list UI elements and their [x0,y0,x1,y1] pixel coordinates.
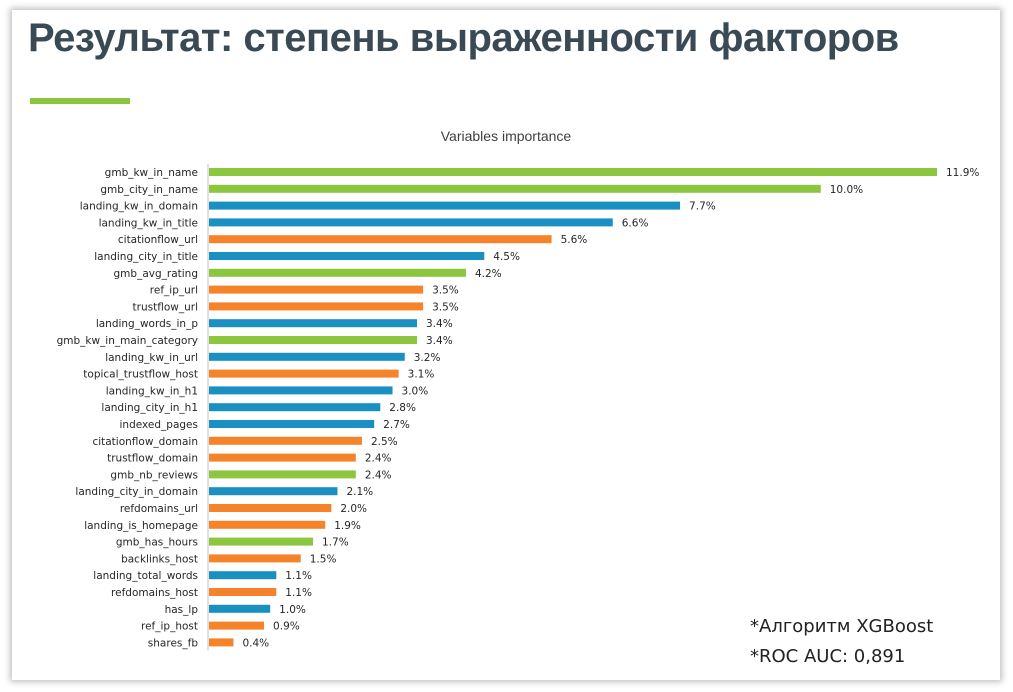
bar-ref-ip-host [209,621,265,630]
bar-refdomains-host [209,588,277,596]
value-label: 2.7% [383,419,410,431]
category-label: landing_kw_in_url [105,352,198,364]
value-label: 1.0% [279,604,306,616]
value-label: 1.1% [285,570,312,582]
value-label: 10.0% [830,184,863,196]
value-label: 6.6% [622,217,649,229]
bar-shares-fb [209,638,234,647]
bar-landing-kw-in-domain [209,201,681,210]
value-label: 2.1% [346,486,373,498]
bar-backlinks-host [209,554,301,563]
value-label: 3.5% [432,301,459,313]
bar-topical-trustflow-host [209,369,399,378]
bar-landing-kw-in-title [209,218,613,227]
category-label: trustflow_domain [107,453,198,465]
value-label: 3.4% [426,335,453,347]
value-label: 1.9% [334,520,361,532]
category-label: landing_kw_in_domain [80,201,198,213]
category-label: gmb_kw_in_main_category [57,335,198,347]
bar-trustflow-url [209,302,424,311]
category-label: refdomains_host [111,587,198,599]
value-label: 1.7% [322,537,349,549]
value-label: 0.4% [242,637,269,649]
value-label: 2.5% [371,436,398,448]
bar-gmb-avg-rating [209,268,466,277]
category-label: ref_ip_host [141,621,198,633]
value-label: 0.9% [273,621,300,633]
slide: Результат: степень выраженности факторов… [12,10,1000,680]
category-label: backlinks_host [121,553,198,565]
bar-landing-is-homepage [209,520,326,529]
bar-gmb-has-hours [209,537,313,546]
value-label: 3.4% [426,318,453,330]
category-label: indexed_pages [120,419,198,431]
importance-bar-chart: gmb_kw_in_name 11.9% gmb_city_in_name 10.0%… [57,164,979,651]
bar-landing-words-in-p [209,319,417,328]
bar-landing-kw-in-url [209,352,405,361]
category-label: trustflow_url [133,301,198,313]
bar-citationflow-domain [209,436,362,445]
category-label: landing_city_in_h1 [101,402,198,414]
category-label: landing_kw_in_title [99,217,198,229]
value-label: 2.0% [340,503,367,515]
category-label: landing_words_in_p [96,318,199,330]
chart-title: Variables importance [440,128,572,144]
category-label: gmb_avg_rating [114,268,198,280]
value-label: 3.5% [432,285,459,297]
category-label: landing_kw_in_h1 [106,385,198,397]
value-label: 4.2% [475,268,502,280]
value-label: 7.7% [689,201,716,213]
bar-landing-city-in-title [209,252,485,260]
value-label: 2.4% [365,453,392,465]
category-label: refdomains_url [120,503,198,515]
value-label: 4.5% [493,251,520,263]
category-label: gmb_nb_reviews [110,469,198,481]
category-label: ref_ip_url [150,285,198,297]
category-label: shares_fb [148,637,199,649]
value-label: 3.1% [408,369,435,381]
category-label: citationflow_url [118,234,198,246]
bar-gmb-kw-in-main-category [209,336,417,344]
bar-ref-ip-url [209,285,424,294]
roc-auc-note: *ROC AUC: 0,891 [750,646,906,667]
category-label: landing_city_in_title [94,251,198,263]
value-label: 2.8% [389,402,416,414]
algorithm-note: *Алгоритм XGBoost [750,616,934,637]
bar-citationflow-url [209,235,552,244]
value-label: 5.6% [561,234,588,246]
category-label: topical_trustflow_host [83,369,198,381]
bar-landing-total-words [209,571,277,580]
category-label: gmb_kw_in_name [105,167,198,179]
category-label: landing_total_words [93,570,198,582]
bar-landing-city-in-h1 [209,403,381,412]
bar-landing-city-in-domain [209,487,338,496]
category-label: landing_city_in_domain [75,486,198,498]
bar-has-lp [209,604,271,613]
value-label: 3.2% [414,352,441,364]
slide-title: Результат: степень выраженности факторов [28,16,899,60]
category-label: gmb_city_in_name [100,184,198,196]
value-label: 1.5% [310,553,337,565]
value-label: 3.0% [402,385,429,397]
bar-gmb-kw-in-name [209,168,937,176]
bar-refdomains-url [209,504,332,512]
bar-trustflow-domain [209,453,356,462]
category-label: citationflow_domain [92,436,198,448]
bar-gmb-city-in-name [209,184,821,193]
value-label: 2.4% [365,469,392,481]
bar-landing-kw-in-h1 [209,386,393,395]
value-label: 11.9% [946,167,979,179]
bar-gmb-nb-reviews [209,470,356,479]
title-accent-line [30,98,130,104]
category-label: has_lp [165,604,199,616]
category-label: gmb_has_hours [116,537,198,549]
category-label: landing_is_homepage [84,520,198,532]
bar-indexed-pages [209,420,375,428]
value-label: 1.1% [285,587,312,599]
